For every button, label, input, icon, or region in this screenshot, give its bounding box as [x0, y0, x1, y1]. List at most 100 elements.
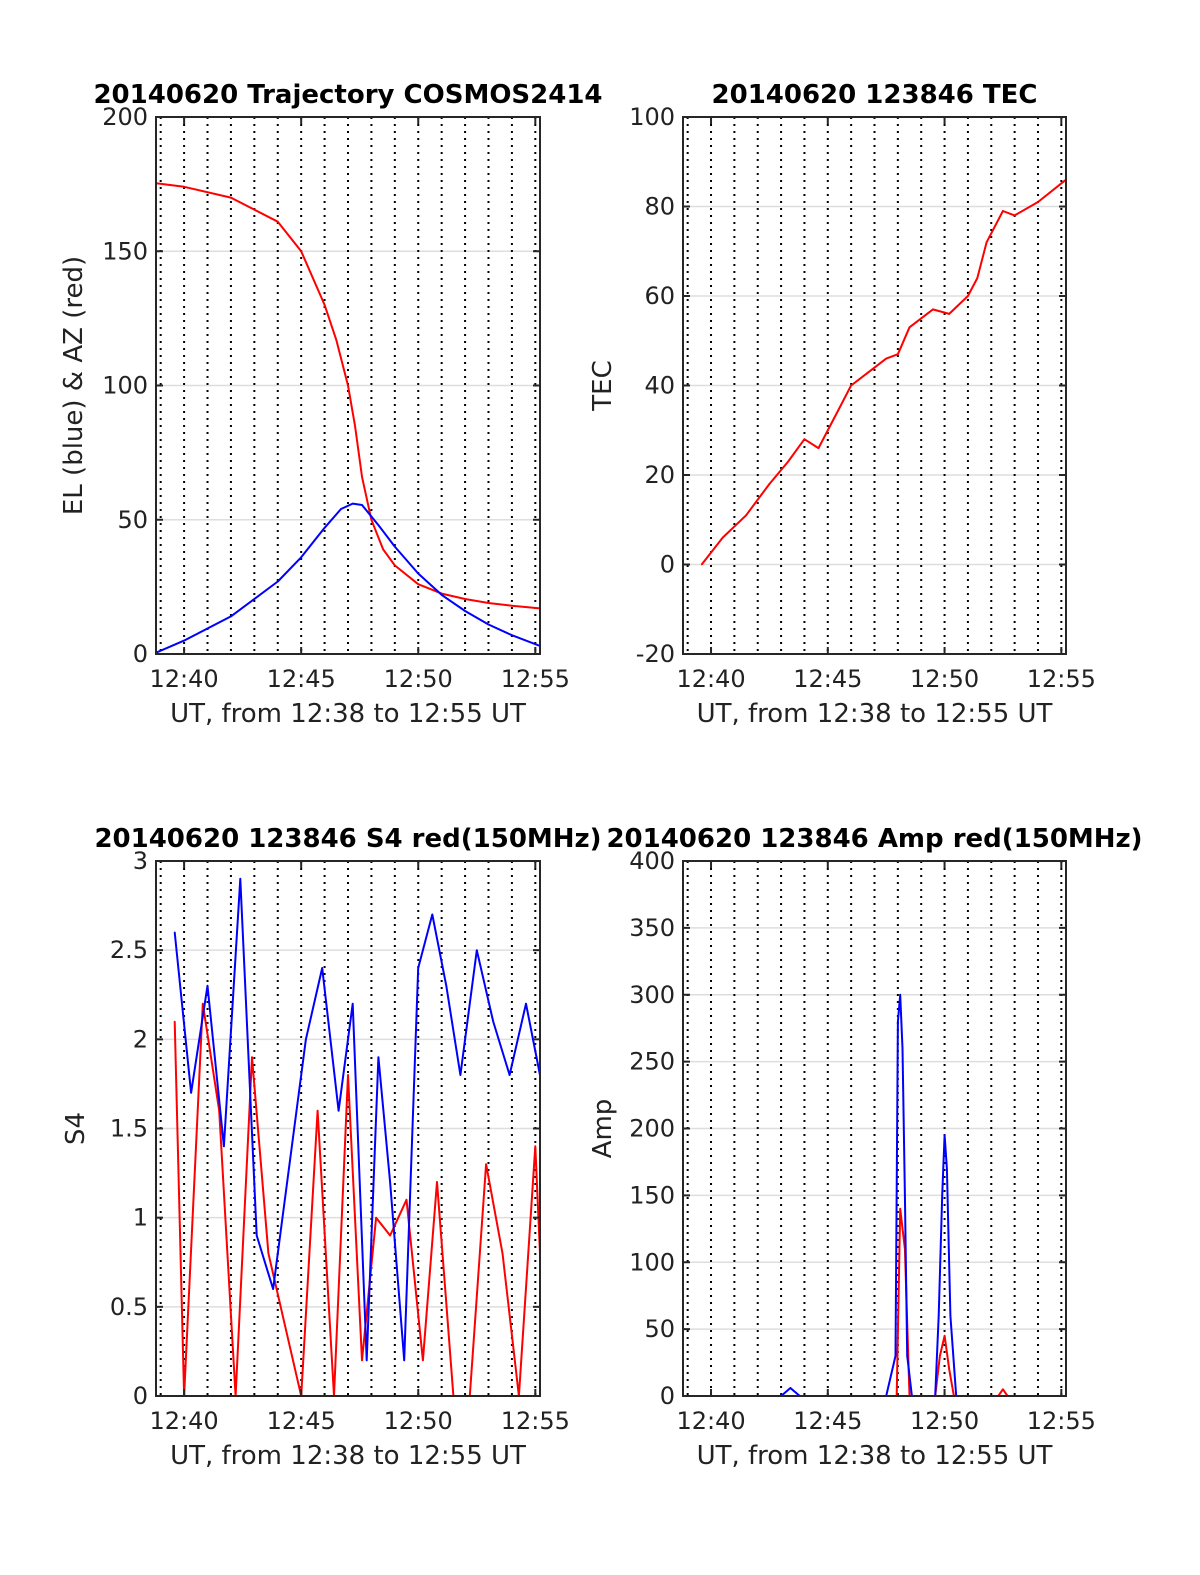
x-axis-label: UT, from 12:38 to 12:55 UT [697, 699, 1053, 729]
x-axis-label: UT, from 12:38 to 12:55 UT [170, 1441, 526, 1471]
data-point [405, 1199, 408, 1201]
data-point [272, 1288, 274, 1290]
y-tick-label: 150 [629, 1181, 675, 1209]
data-point [787, 460, 789, 463]
data-point [431, 913, 434, 916]
data-point [403, 1359, 405, 1362]
data-point [337, 1109, 340, 1112]
data-point [276, 220, 279, 223]
data-point [183, 639, 185, 642]
series-line-2 [701, 993, 1066, 1396]
x-tick-label: 12:55 [1027, 1407, 1096, 1435]
data-point [976, 277, 979, 279]
x-axis-label: UT, from 12:38 to 12:55 UT [170, 699, 526, 729]
y-tick-label: 100 [629, 1248, 675, 1276]
chart-title: 20140620 123846 TEC [712, 80, 1038, 110]
data-point [351, 1002, 354, 1005]
data-point [873, 366, 876, 369]
data-point [351, 502, 354, 505]
data-point [768, 483, 771, 485]
data-point [937, 1314, 940, 1317]
data-point [394, 545, 396, 548]
data-point [1002, 210, 1004, 212]
data-point [897, 1020, 899, 1023]
data-point [283, 1323, 286, 1326]
data-point [464, 598, 466, 600]
data-point [885, 357, 887, 360]
data-point [239, 878, 242, 880]
data-point [267, 1252, 270, 1255]
x-tick-label: 12:45 [793, 1407, 862, 1435]
data-point [906, 1355, 908, 1357]
data-point [323, 304, 326, 306]
chart-title: 20140620 123846 S4 red(150MHz) [94, 824, 601, 854]
data-point [899, 1207, 901, 1210]
data-point [223, 1145, 225, 1148]
data-point [803, 438, 806, 441]
y-tick-label: 0.5 [110, 1293, 148, 1321]
data-point [745, 514, 747, 517]
y-tick-label: 150 [102, 237, 148, 265]
data-point [255, 1234, 258, 1237]
data-point [202, 1002, 204, 1005]
y-tick-label: 40 [644, 372, 675, 400]
data-point [838, 407, 841, 409]
data-point [501, 1252, 504, 1255]
y-axis-label: TEC [588, 360, 618, 411]
data-point [948, 313, 951, 315]
x-tick-label: 12:55 [501, 665, 570, 693]
data-point [230, 615, 232, 618]
data-point [173, 931, 176, 934]
data-point [335, 339, 338, 341]
x-tick-label: 12:50 [910, 665, 979, 693]
y-tick-label: 250 [629, 1048, 675, 1076]
data-point [354, 424, 356, 427]
data-point [1037, 201, 1039, 203]
data-point [932, 308, 934, 311]
data-point [946, 1167, 948, 1170]
data-point [985, 241, 988, 244]
y-tick-label: -20 [636, 640, 675, 668]
data-point [700, 563, 703, 566]
data-point [475, 949, 478, 951]
data-point [370, 518, 373, 521]
y-tick-label: 0 [660, 551, 675, 579]
y-tick-label: 80 [644, 193, 675, 221]
data-point [375, 1216, 377, 1219]
data-point [276, 580, 279, 583]
data-point [1002, 1388, 1004, 1391]
chart-2: -20 0 20 40 60 80 100 12:40 12:45 12:50 12:55 20140… [588, 80, 1096, 729]
data-point [377, 1056, 380, 1058]
data-point [300, 556, 302, 559]
x-tick-label: 12:50 [384, 665, 453, 693]
data-point [941, 1194, 944, 1197]
y-tick-label: 1.5 [110, 1115, 148, 1143]
x-tick-label: 12:40 [676, 1407, 745, 1435]
data-point [1013, 214, 1016, 217]
y-tick-label: 200 [102, 103, 148, 131]
chart-1: 0 50 100 150 200 12:40 12:45 12:50 12:55 20140620… [59, 80, 603, 729]
x-tick-label: 12:45 [267, 1407, 336, 1435]
data-point [394, 564, 396, 567]
y-tick-label: 200 [629, 1115, 675, 1143]
data-point [365, 1359, 368, 1362]
data-point [721, 536, 724, 539]
y-tick-label: 0 [660, 1382, 675, 1410]
data-point [485, 1163, 487, 1165]
data-point [967, 295, 969, 297]
data-point [323, 527, 326, 529]
data-point [511, 604, 513, 607]
x-tick-label: 12:55 [501, 1407, 570, 1435]
data-point [899, 993, 901, 996]
chart-title: 20140620 123846 Amp red(150MHz) [606, 824, 1142, 854]
y-tick-label: 3 [133, 847, 148, 875]
data-point [817, 447, 820, 449]
x-tick-label: 12:40 [150, 665, 219, 693]
data-point [943, 1134, 946, 1136]
data-point [901, 1047, 904, 1050]
y-tick-label: 100 [102, 372, 148, 400]
y-tick-label: 20 [644, 461, 675, 489]
y-axis-label: S4 [61, 1112, 91, 1145]
y-axis-label: Amp [588, 1099, 618, 1159]
y-tick-label: 100 [629, 103, 675, 131]
